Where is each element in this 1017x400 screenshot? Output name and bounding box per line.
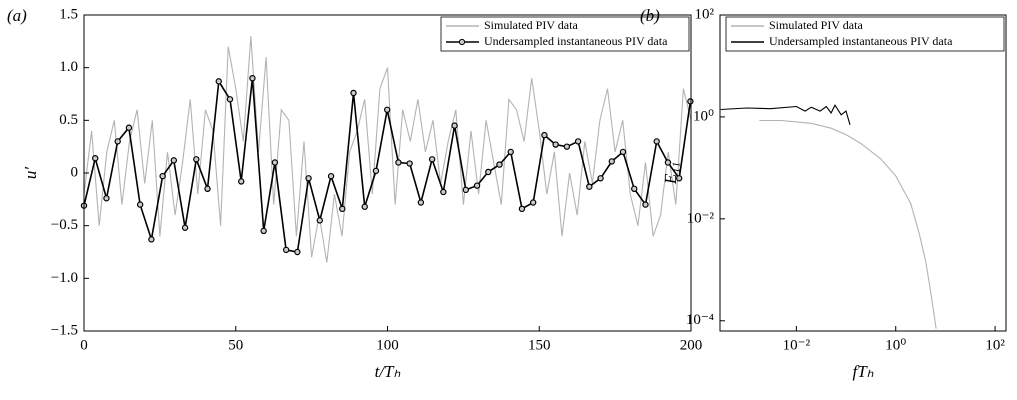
marker [327,172,335,180]
marker [249,74,256,82]
legend-box [440,16,690,52]
legend-marker [458,38,466,46]
y-tick-label: 1.0 [59,59,78,75]
x-tick-label: 200 [680,337,703,353]
plot-frame [719,14,1007,332]
marker [496,161,503,168]
marker [586,183,593,190]
x-tick-label: 10⁰ [885,337,906,353]
marker [148,236,155,243]
x-tick-label: 0 [80,337,88,353]
marker [518,205,526,213]
marker [339,205,346,213]
marker [294,248,301,256]
marker [136,201,144,208]
y-tick-label: 10⁰ [693,108,714,124]
legend-label: Undersampled instantaneous PIV data [484,34,668,48]
y-tick-label: −0.5 [51,217,78,233]
marker [181,224,189,231]
marker [159,172,166,180]
y-tick-label: 0 [71,164,79,180]
panel-label: (b) [640,6,660,25]
y-tick-label: −1.5 [51,322,78,338]
x-tick-label: 10⁻² [783,337,811,353]
series-line [720,104,851,125]
y-tick-label: −1.0 [51,270,78,286]
marker [619,148,627,156]
marker [675,175,683,182]
y-axis-label: u′ [21,167,40,180]
marker [193,156,200,163]
marker [664,159,672,166]
marker [563,143,571,150]
marker [204,185,211,192]
y-axis-label: E₁₁ [661,162,680,185]
marker [372,167,380,175]
legend-box [725,16,1005,52]
panel-label: (a) [7,6,27,25]
legend-label: Undersampled instantaneous PIV data [769,34,953,48]
plot-frame [83,14,692,332]
marker [260,227,267,235]
x-tick-label: 100 [376,337,399,353]
x-tick-label: 50 [228,337,243,353]
marker [282,246,290,254]
marker [92,155,99,162]
legend-label: Simulated PIV data [769,18,863,32]
legend-label: Simulated PIV data [484,18,578,32]
marker [485,168,492,176]
marker [350,89,357,97]
marker [305,175,312,182]
marker [574,138,582,145]
y-tick-label: 0.5 [59,112,78,128]
marker [653,138,660,145]
marker [440,188,447,196]
marker [608,158,615,165]
marker [631,185,638,192]
marker [473,182,481,189]
marker [114,138,121,145]
marker [226,96,234,103]
marker [271,159,279,166]
series-line [759,119,937,329]
marker [170,157,178,164]
x-axis-label: fTₕ [852,362,873,381]
marker [417,199,425,206]
marker [507,148,514,156]
marker [103,195,110,202]
x-axis-label: t/Tₕ [375,362,401,381]
marker [642,201,649,208]
marker [395,159,402,166]
y-tick-label: 10⁻⁴ [686,312,714,328]
marker [451,122,458,129]
marker [687,98,694,105]
marker [406,160,413,167]
marker [462,186,470,194]
y-tick-label: 10⁻² [687,210,715,226]
x-tick-label: 10² [985,337,1005,353]
marker [238,178,245,185]
marker [361,203,368,210]
marker [529,199,537,206]
marker [215,78,222,85]
series-line [83,36,692,263]
marker [383,106,391,114]
marker [316,217,324,224]
marker [597,175,604,182]
series-line [83,78,692,253]
x-tick-label: 150 [528,337,551,353]
y-tick-label: 10² [695,6,715,22]
marker [541,131,548,139]
marker [125,124,133,131]
y-tick-label: 1.5 [59,6,78,22]
marker [552,141,559,148]
marker [428,156,436,163]
